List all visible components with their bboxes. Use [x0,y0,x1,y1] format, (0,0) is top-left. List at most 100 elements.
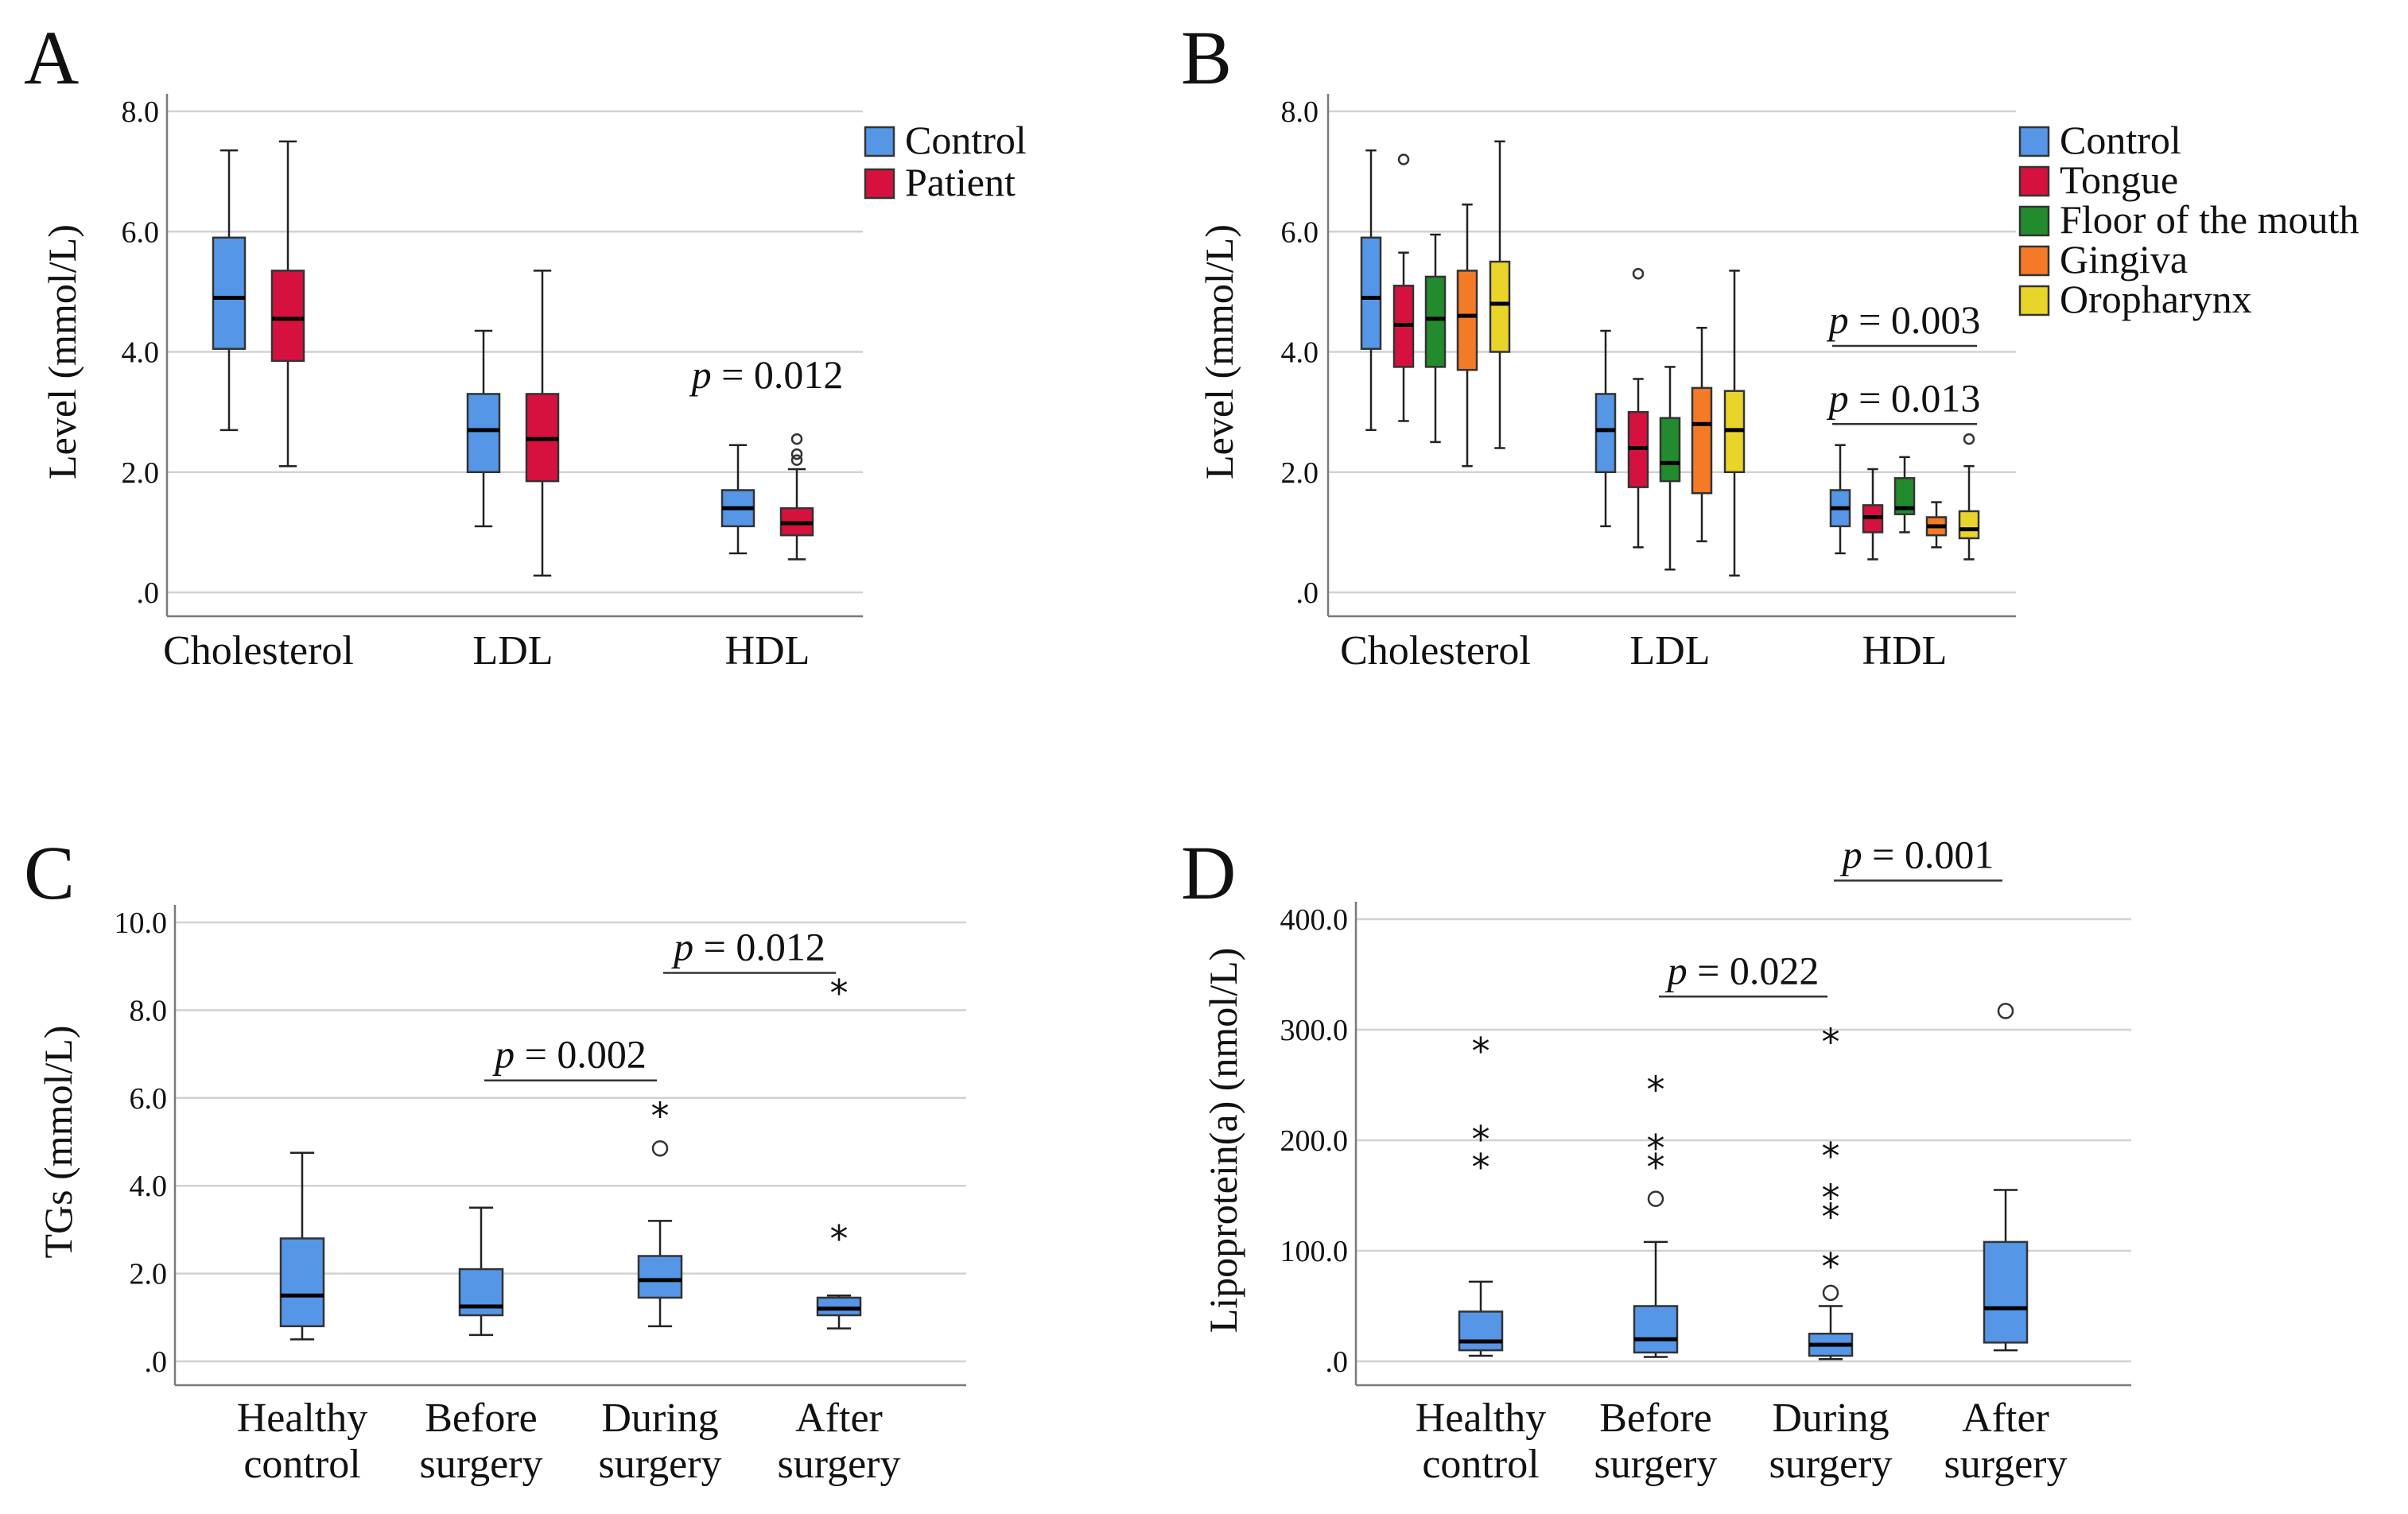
extreme-star: * [1647,1146,1665,1189]
x-category-label: Before surgery [419,1396,542,1487]
p-value-label: p = 0.002 [492,1032,647,1077]
outlier-circle [651,1140,669,1157]
x-category-label: Before surgery [1594,1396,1717,1487]
panel-d: D .0 100.0 200.0 300.0 400.0 Lipoprotein(a) (n… [1181,830,2131,1487]
y-tick-label: .0 [145,1345,168,1379]
legend-swatch [2018,126,2050,157]
box [270,270,305,363]
extreme-star: * [1822,1177,1840,1220]
extreme-star: * [1472,1118,1490,1161]
outlier-circle [1632,267,1645,280]
p-value-symbol: p [492,1032,515,1077]
y-tick-label: 100.0 [1280,1235,1349,1268]
y-tick-label: 8.0 [130,994,168,1027]
p-value-symbol: p [671,924,693,969]
x-category-label: Healthy control [237,1396,368,1487]
y-tick-label: 4.0 [122,336,160,370]
y-tick-label: 8.0 [1281,95,1319,129]
p-value-label: p = 0.022 [1665,948,1820,992]
p-value-symbol: p [689,352,712,397]
panel-letter: B [1181,15,1232,100]
y-tick-label: 2.0 [122,456,160,490]
y-tick-label: .0 [137,576,160,610]
p-value-label: p = 0.003 [1827,297,1981,342]
p-value-symbol: p [1827,375,1849,420]
p-value-text: = 0.012 [693,924,825,969]
extreme-star: * [830,1217,849,1260]
y-tick-label: 6.0 [122,215,160,249]
legend-swatch [2018,165,2050,197]
p-value-label: p = 0.012 [689,352,844,397]
box [1456,270,1478,371]
y-tick-label: 2.0 [1281,456,1319,490]
y-axis-label: Level (mmol/L) [1197,224,1241,479]
legend-label: Patient [905,160,1016,204]
legend-label: Control [2060,118,2181,162]
panel-b: B .0 2.0 4.0 6.0 8.0 Level (mmol/L) Cholesterol… [1181,15,2359,674]
x-category-label-line: control [1422,1442,1539,1487]
x-category-label-line: Before [425,1396,537,1441]
x-category-label-line: After [795,1396,883,1441]
y-tick-label: 6.0 [130,1082,168,1116]
y-tick-label: 4.0 [1281,336,1319,370]
legend-label: Tongue [2060,157,2178,202]
outlier-circle [1822,1284,1839,1302]
p-value-text: = 0.001 [1862,832,1994,876]
box [816,1296,862,1317]
legend-swatch [864,168,895,200]
x-category-label: After surgery [777,1396,900,1487]
panel-a: A .0 2.0 4.0 6.0 8.0 Level (mmol/L) Cholesterol… [24,15,1027,674]
x-category-label: After surgery [1944,1396,2067,1487]
extreme-star: * [830,972,849,1015]
x-category-label-line: Before [1599,1396,1711,1441]
x-category-label-line: surgery [1944,1442,2067,1487]
legend-swatch [2018,245,2050,277]
box [1691,386,1713,495]
x-category-label: Healthy control [1416,1396,1547,1487]
x-category-label-line: During [601,1396,718,1441]
x-category-label-line: Healthy [1416,1396,1547,1441]
box [1594,393,1617,473]
box [1983,1240,2029,1344]
y-tick-label: 8.0 [122,95,160,129]
x-category-label-line: After [1962,1396,2049,1441]
extreme-star: * [1822,1245,1840,1288]
box [1458,1310,1504,1352]
outlier-circle [1997,1003,2014,1019]
legend-label: Floor of the mouth [2060,197,2359,242]
x-category-label-line: surgery [419,1442,542,1487]
box [212,236,247,350]
outlier-circle [790,433,803,445]
y-tick-label: 4.0 [130,1170,168,1203]
p-value-symbol: p [1665,948,1688,992]
box [1633,1305,1679,1354]
extreme-star: * [1822,1195,1840,1238]
extreme-star: * [1822,1135,1840,1178]
x-category-label: LDL [472,628,553,674]
x-category-label-line: surgery [1769,1442,1892,1487]
y-axis-label: Level (mmol/L) [40,224,84,479]
legend-label: Control [905,118,1027,162]
x-category-label-line: During [1772,1396,1889,1441]
outlier-circle [1647,1190,1664,1207]
p-value-label: p = 0.013 [1827,375,1981,420]
extreme-star: * [1472,1146,1490,1189]
p-value-text: = 0.013 [1849,375,1981,420]
box [1489,260,1511,353]
extreme-star: * [651,1094,670,1137]
x-category-label-line: surgery [777,1442,900,1487]
legend-swatch [864,126,895,157]
x-category-label: During surgery [598,1396,721,1487]
outlier-circle [1963,433,1975,445]
legend-label: Oropharynx [2060,277,2252,321]
panel-c: C .0 2.0 4.0 6.0 8.0 10.0 TGs (mmol/L) Healthy co… [24,830,966,1487]
extreme-star: * [1647,1069,1665,1112]
x-category-label: During surgery [1769,1396,1892,1487]
legend-swatch [2018,205,2050,237]
box [637,1255,683,1299]
p-value-label: p = 0.001 [1840,832,1994,876]
box [1659,417,1681,483]
y-tick-label: .0 [1326,1345,1349,1379]
p-value-label: p = 0.012 [671,924,825,969]
legend-swatch [2018,285,2050,316]
